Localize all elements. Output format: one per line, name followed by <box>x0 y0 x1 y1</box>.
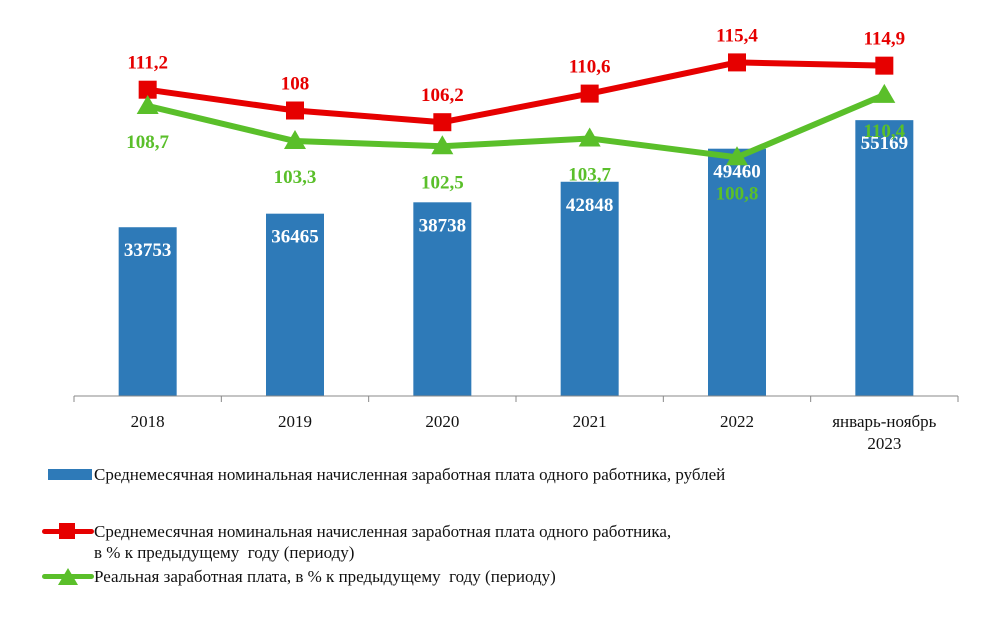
real-data-label: 108,7 <box>126 132 169 153</box>
bar <box>855 120 914 396</box>
legend-item-real: Реальная заработная плата, в % к предыду… <box>42 566 671 587</box>
legend-lines: Среднемесячная номинальная начисленная з… <box>42 521 671 587</box>
nominal-data-label: 110,6 <box>569 57 611 78</box>
bar-data-label: 36465 <box>271 227 319 248</box>
bar-data-label: 55169 <box>861 133 909 154</box>
legend-nominal-swatch <box>42 521 94 542</box>
nominal-line <box>147 59 885 126</box>
x-tick-label: 2020 <box>425 412 459 431</box>
bar <box>413 202 472 396</box>
nominal-data-label: 108 <box>281 74 310 95</box>
real-marker <box>726 146 748 166</box>
nominal-data-label: 115,4 <box>716 25 758 46</box>
bar <box>118 227 177 396</box>
real-marker <box>136 94 159 114</box>
nominal-marker <box>875 56 894 75</box>
x-tick-label: 2021 <box>573 412 607 431</box>
real-data-label: 102,5 <box>421 172 464 193</box>
chart-area: 33753 36465 38738 42848 49460 55169 2018 2019 20… <box>73 25 959 453</box>
nominal-data-label: 106,2 <box>421 85 464 106</box>
bar-data-label: 33753 <box>124 240 172 261</box>
legend-nominal-label: Среднемесячная номинальная начисленная з… <box>94 522 672 562</box>
nominal-marker <box>580 84 599 103</box>
bar <box>708 148 766 396</box>
bar <box>266 213 324 396</box>
legend-bar-swatch-fill <box>48 469 92 480</box>
real-data-label: 103,3 <box>274 167 317 188</box>
x-tick-label: 2022 <box>720 412 754 431</box>
legend-bar-swatch <box>42 464 94 485</box>
bar <box>560 181 619 396</box>
bar-data-label: 38738 <box>419 215 467 236</box>
nominal-marker <box>286 101 304 120</box>
nominal-marker <box>138 80 157 99</box>
real-data-label: 100,8 <box>716 183 759 204</box>
legend-bar-label: Среднемесячная номинальная начисленная з… <box>94 465 726 484</box>
real-marker <box>578 127 601 147</box>
bar-data-label: 49460 <box>713 162 761 183</box>
real-data-label: 110,4 <box>863 121 905 142</box>
nominal-data-label: 111,2 <box>127 53 168 74</box>
legend-real-swatch <box>42 566 94 587</box>
real-data-label: 103,7 <box>568 164 611 185</box>
bar-data-label: 42848 <box>566 195 614 216</box>
legend-triangle-marker-icon <box>58 568 78 585</box>
nominal-data-label: 114,9 <box>863 29 905 50</box>
x-tick-label: 2019 <box>278 412 312 431</box>
x-tick-label: 2018 <box>131 412 165 431</box>
legend-item-nominal: Среднемесячная номинальная начисленная з… <box>42 521 671 563</box>
legend-real-label: Реальная заработная плата, в % к предыду… <box>94 567 556 586</box>
real-line <box>146 92 886 161</box>
nominal-marker <box>433 113 452 132</box>
legend-item-bar: Среднемесячная номинальная начисленная з… <box>42 464 725 485</box>
nominal-marker <box>728 53 746 72</box>
real-marker <box>873 83 896 103</box>
legend: Среднемесячная номинальная начисленная з… <box>42 464 725 485</box>
x-tick-label: 2023 <box>867 434 901 453</box>
real-marker <box>431 135 454 155</box>
legend-square-marker-icon <box>59 523 75 539</box>
x-tick-label: январь-ноябрь <box>832 412 936 431</box>
real-marker <box>284 130 306 150</box>
